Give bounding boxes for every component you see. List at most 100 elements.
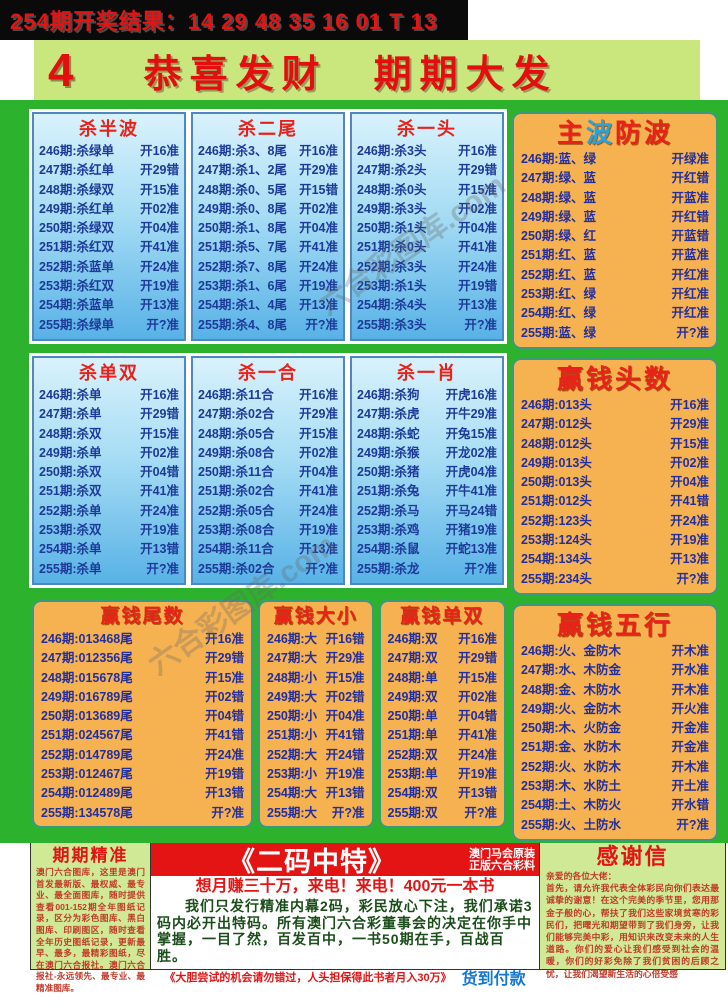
period-and-pick: 250期:杀双 [39,465,102,480]
record-row: 249期:杀单 开02准 [39,444,179,463]
draw-outcome: 开02准 [299,445,338,460]
draw-outcome: 开02准 [458,201,497,216]
period-and-pick: 255期:杀3头 [357,317,427,332]
draw-outcome: 开02准 [140,445,179,460]
period-and-pick: 248期:杀双 [39,426,102,441]
draw-outcome: 开?准 [146,561,179,576]
period-and-pick: 250期:杀11合 [198,465,274,480]
draw-outcome: 开木准 [671,682,709,697]
period-and-pick: 248期:杀05合 [198,426,275,441]
panel-win-tails: 赢钱尾数 246期:013468尾 开16准 247期:012356尾 开29错 248期… [32,600,254,828]
period-and-pick: 253期:单 [387,767,438,782]
period-and-pick: 253期:杀红双 [39,279,115,294]
period-and-pick: 250期:杀猪 [357,465,420,480]
period-and-pick: 254期:杀蓝单 [39,298,115,313]
panel-title: 杀半波 [79,119,139,139]
record-row: 255期:大 开?准 [267,804,365,823]
record-row: 254期:土、木防火 开水错 [521,796,709,815]
letter-body: 首先，请允许我代表全体彩民向你们表达最诚挚的谢意！在这个完美的季节里，您用那金子… [546,883,719,979]
record-row: 248期:杀0头 开15准 [357,181,497,200]
period-and-pick: 246期:大 [267,632,318,646]
draw-outcome: 开13准 [458,298,497,313]
record-row: 249期:016789尾 开02错 [41,688,244,707]
draw-outcome: 开蓝准 [671,248,709,263]
draw-outcome: 开24准 [140,259,179,274]
period-and-pick: 246期:013468尾 [41,632,133,646]
draw-outcome: 开24准 [670,513,709,528]
record-row: 247期:杀单 开29错 [39,405,179,424]
record-row: 250期:单 开04错 [388,707,497,726]
period-and-pick: 253期:杀鸡 [357,523,420,538]
record-row: 254期:红、绿 开红准 [521,304,709,323]
panel-row-2: 杀单双 246期:杀单 开16准 247期:杀单 开29错 248期:杀双 开15准 249期… [32,356,506,585]
panel-row-1: 杀半波 246期:杀绿单 开16准 247期:杀红单 开29错 248期:杀绿双 开15准 2… [32,112,506,341]
draw-outcome: 开29错 [140,163,179,178]
draw-outcome: 开水准 [671,663,709,678]
draw-outcome: 开?准 [146,317,179,332]
record-row: 255期:蓝、绿 开?准 [521,324,709,343]
period-and-pick: 247期:水、木防金 [521,663,622,678]
draw-outcome: 开牛29准 [445,407,497,422]
period-and-pick: 248期:杀0头 [357,182,427,197]
record-row: 254期:134头 开13准 [521,550,709,569]
record-row: 255期:杀02合 开?准 [198,560,338,579]
draw-outcome: 开13准 [670,552,709,567]
record-row: 252期:014789尾 开24准 [41,746,244,765]
draw-outcome: 开虎04准 [445,465,497,480]
record-row: 246期:双 开16准 [388,630,497,649]
record-row: 249期:双 开02准 [388,688,497,707]
record-row: 246期:杀绿单 开16准 [39,142,179,161]
draw-outcome: 开红准 [671,287,709,302]
draw-outcome: 开?准 [464,561,497,576]
period-and-pick: 247期:绿、蓝 [521,171,597,186]
draw-outcome: 开16准 [140,388,179,402]
draw-outcome: 开19准 [325,767,365,782]
record-row: 246期:蓝、绿 开绿准 [521,150,709,169]
record-row: 251期:杀双 开41准 [39,482,179,501]
draw-outcome: 开绿准 [671,152,709,166]
draw-outcome: 开29准 [299,163,338,178]
record-row: 250期:杀11合 开04准 [198,463,338,482]
period-and-pick: 252期:大 [267,747,318,762]
period-and-pick: 249期:杀单 [39,445,102,460]
draw-outcome: 开19准 [299,279,338,294]
period-and-pick: 251期:杀红双 [39,240,115,255]
period-and-pick: 248期:单 [387,670,438,685]
draw-result-text: 254期开奖结果：14 29 48 35 16 01 T 13 [10,9,438,34]
record-row: 251期:杀0头 开41准 [357,238,497,257]
period-and-pick: 251期:小 [267,728,318,743]
period-and-pick: 246期:杀狗 [357,388,420,402]
draw-outcome: 开24错 [325,747,365,762]
period-and-pick: 248期:小 [267,670,318,685]
period-and-pick: 252期:123头 [521,513,592,528]
period-and-pick: 250期:013689尾 [41,709,133,724]
period-and-pick: 246期:双 [387,632,438,646]
draw-outcome: 开蛇13准 [445,542,497,557]
period-and-pick: 251期:杀5、7尾 [198,240,287,255]
panel-title: 赢钱单双 [400,606,485,627]
record-row: 255期:杀单 开?准 [39,560,179,579]
record-row: 250期:013头 开04准 [521,473,709,492]
ad-banner: 《二码中特》 澳门马会原装 正版六合彩料 [151,843,539,877]
section-title: 感谢信 [596,844,669,869]
period-and-pick: 250期:杀绿双 [39,221,115,236]
record-row: 248期:绿、蓝 开蓝准 [521,189,709,208]
period-and-pick: 255期:火、土防水 [521,817,622,832]
record-row: 249期:大 开02错 [267,688,365,707]
record-row: 250期:杀1头 开04准 [357,219,497,238]
record-row: 250期:杀双 开04错 [39,463,179,482]
draw-outcome: 开19错 [458,279,497,294]
period-and-pick: 251期:杀0头 [357,240,427,255]
draw-outcome: 开蓝错 [671,229,709,244]
record-row: 251期:024567尾 开41错 [41,726,244,745]
panel-title-part: 波 [585,118,615,148]
period-and-pick: 250期:杀1、8尾 [198,221,287,236]
period-and-pick: 249期:双 [387,689,438,704]
record-row: 246期:013头 开16准 [521,396,709,415]
record-row: 253期:单 开19准 [388,765,497,784]
record-row: 255期:杀龙 开?准 [357,560,497,579]
draw-outcome: 开金准 [671,721,709,736]
record-row: 248期:杀0、5尾 开15错 [198,181,338,200]
period-and-pick: 246期:013头 [521,398,592,412]
panel-win-elements: 赢钱五行 246期:火、金防木 开木准 247期:水、木防金 开水准 248期:金、木防水… [512,604,718,841]
